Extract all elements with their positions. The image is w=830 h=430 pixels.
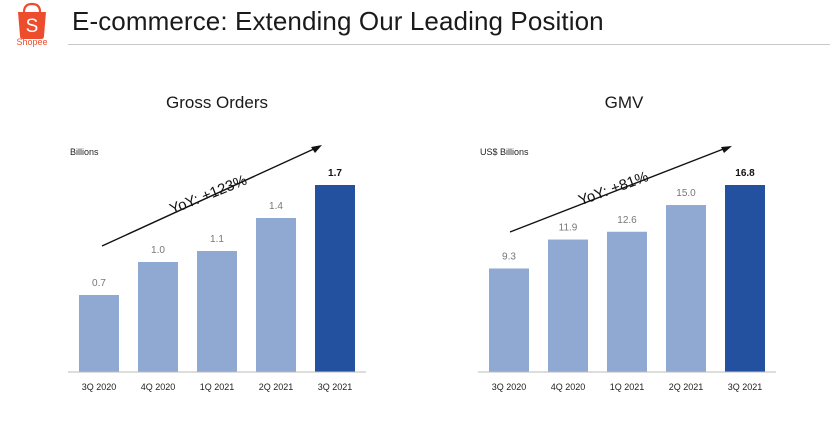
shopping-bag-icon: S — [18, 2, 46, 39]
chart-title: Gross Orders — [166, 93, 268, 112]
bar-2 — [197, 251, 237, 372]
yoy-annotation: YoY: +81% — [576, 168, 651, 209]
bar-1 — [138, 262, 178, 372]
category-label-0: 3Q 2020 — [82, 382, 117, 392]
unit-label: Billions — [70, 147, 99, 157]
arrow-head-icon — [311, 145, 322, 153]
bar-4 — [315, 185, 355, 372]
value-label-4: 16.8 — [735, 168, 755, 179]
category-label-1: 4Q 2020 — [551, 382, 586, 392]
value-label-1: 1.0 — [151, 245, 165, 256]
page-title: E-commerce: Extending Our Leading Positi… — [72, 6, 604, 36]
value-label-4: 1.7 — [328, 168, 342, 179]
bars: 9.3 3Q 2020 11.9 4Q 2020 12.6 1Q 2021 15.0 2Q 2… — [489, 168, 765, 392]
value-label-2: 12.6 — [617, 215, 637, 226]
bar-1 — [548, 239, 588, 372]
bar-3 — [666, 205, 706, 372]
yoy-annotation: YoY: +123% — [167, 172, 249, 218]
gmv-chart: GMV US$ Billions 9.3 3Q 2020 11.9 4Q 2020 12… — [478, 93, 776, 392]
gross-orders-chart: Gross Orders Billions 0.7 3Q 2020 1.0 4Q 20… — [68, 93, 366, 392]
category-label-2: 1Q 2021 — [610, 382, 645, 392]
value-label-0: 0.7 — [92, 278, 106, 289]
category-label-0: 3Q 2020 — [492, 382, 527, 392]
value-label-3: 15.0 — [676, 188, 696, 199]
logo-text: Shopee — [16, 37, 48, 47]
category-label-3: 2Q 2021 — [669, 382, 704, 392]
category-label-4: 3Q 2021 — [728, 382, 763, 392]
arrow-head-icon — [721, 146, 732, 153]
bar-0 — [79, 295, 119, 372]
logo-letter: S — [26, 16, 39, 37]
trend-arrow — [101, 145, 322, 247]
category-label-4: 3Q 2021 — [318, 382, 353, 392]
title-divider — [68, 44, 830, 45]
value-label-3: 1.4 — [269, 201, 283, 212]
value-label-1: 11.9 — [559, 223, 578, 234]
bar-4 — [725, 185, 765, 372]
shopee-logo: S Shopee — [10, 2, 54, 50]
category-label-1: 4Q 2020 — [141, 382, 176, 392]
bar-3 — [256, 218, 296, 372]
value-label-2: 1.1 — [210, 234, 224, 245]
value-label-0: 9.3 — [502, 251, 516, 262]
chart-title: GMV — [605, 93, 644, 112]
bars: 0.7 3Q 2020 1.0 4Q 2020 1.1 1Q 2021 1.4 2Q 2021… — [79, 168, 355, 392]
unit-label: US$ Billions — [480, 147, 529, 157]
category-label-2: 1Q 2021 — [200, 382, 235, 392]
bar-2 — [607, 231, 647, 372]
category-label-3: 2Q 2021 — [259, 382, 294, 392]
bar-0 — [489, 268, 529, 372]
trend-arrow — [509, 146, 732, 233]
